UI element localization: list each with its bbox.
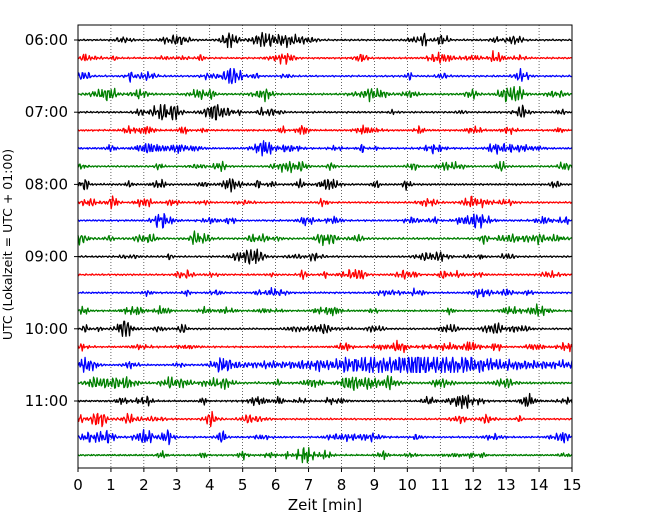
x-tick-label: 6 — [271, 476, 281, 494]
x-axis-ticks: 0 1 2 3 4 5 6 7 8 9 10 11 12 13 14 15 — [73, 468, 582, 494]
trace-line — [77, 392, 573, 410]
grid-lines — [110, 25, 540, 468]
trace-line — [77, 67, 573, 85]
x-tick-label: 10 — [398, 476, 417, 494]
trace-line — [77, 230, 573, 247]
y-tick-label: 11:00 — [25, 392, 68, 410]
trace-line — [77, 375, 573, 391]
trace-line — [77, 303, 573, 317]
trace-line — [77, 356, 573, 374]
trace-line — [77, 50, 573, 65]
y-tick-label: 07:00 — [25, 103, 68, 121]
traces — [77, 31, 573, 464]
x-tick-label: 15 — [562, 476, 581, 494]
x-tick-label: 2 — [139, 476, 149, 494]
y-tick-label: 08:00 — [25, 175, 68, 193]
trace-line — [77, 140, 573, 157]
x-tick-label: 14 — [530, 476, 549, 494]
x-tick-label: 9 — [370, 476, 380, 494]
x-axis-label: Zeit [min] — [288, 496, 362, 514]
x-tick-label: 13 — [497, 476, 516, 494]
trace-line — [77, 428, 573, 446]
x-tick-label: 1 — [106, 476, 116, 494]
trace-line — [77, 410, 573, 428]
x-tick-label: 7 — [304, 476, 314, 494]
x-tick-label: 4 — [205, 476, 215, 494]
y-tick-label: 09:00 — [25, 248, 68, 266]
trace-line — [77, 447, 573, 464]
plot-frame — [77, 24, 573, 469]
trace-line — [77, 339, 573, 354]
x-tick-label: 8 — [337, 476, 347, 494]
y-axis-label: UTC (Lokalzeit = UTC + 01:00) — [0, 149, 15, 340]
trace-line — [77, 195, 573, 210]
trace-line — [77, 104, 573, 121]
x-tick-label: 12 — [464, 476, 483, 494]
trace-line — [77, 178, 573, 193]
trace-line — [77, 248, 573, 265]
trace-line — [77, 268, 573, 281]
x-tick-label: 0 — [73, 476, 83, 494]
trace-line — [77, 287, 573, 299]
trace-line — [77, 86, 573, 103]
x-tick-label: 3 — [172, 476, 182, 494]
trace-line — [77, 160, 573, 174]
trace-line — [77, 124, 573, 135]
y-axis-ticks: 06:00 07:00 08:00 09:00 10:00 11:00 — [25, 31, 78, 410]
x-tick-label: 11 — [431, 476, 450, 494]
trace-line — [77, 212, 573, 229]
x-tick-label: 5 — [238, 476, 248, 494]
y-tick-label: 10:00 — [25, 320, 68, 338]
y-tick-label: 06:00 — [25, 31, 68, 49]
trace-line — [77, 31, 573, 49]
trace-line — [77, 320, 573, 337]
